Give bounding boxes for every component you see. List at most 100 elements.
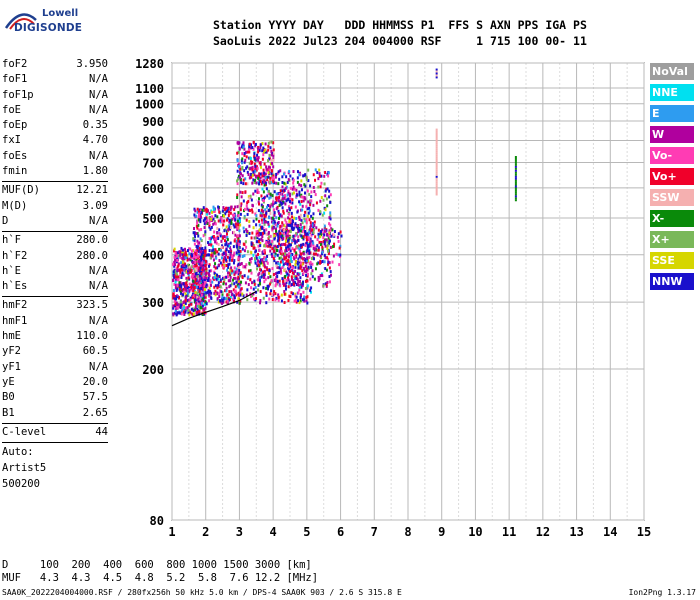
echo-point [329,223,332,227]
echo-point [191,256,194,260]
echo-point [289,295,292,299]
echo-point [195,214,198,218]
echo-point [319,235,322,239]
echo-point [265,187,268,191]
echo-point [213,272,216,276]
echo-point [257,252,260,256]
echo-point [306,295,309,299]
echo-point [275,172,278,176]
echo-point [305,232,308,236]
echo-point [211,280,214,284]
echo-point [195,295,198,299]
echo-point [192,264,195,268]
echo-point [245,245,248,249]
echo-point [214,284,217,288]
echo-point [270,140,273,144]
echo-point [208,225,211,229]
echo-point [235,222,238,226]
echo-point [239,212,242,216]
echo-point [331,228,334,232]
echo-point [179,303,182,307]
echo-point [237,165,240,169]
echo-point [305,273,308,277]
echo-point [263,218,266,222]
param-value: 280.0 [76,234,108,247]
echo-point [218,292,221,296]
echo-point [193,232,196,236]
echo-point [264,142,267,146]
echo-point [287,223,290,227]
echo-point [206,278,209,282]
echo-point [277,182,280,186]
echo-point [274,175,277,179]
echo-point [189,311,192,315]
echo-point [281,185,284,189]
echo-point [230,205,233,209]
echo-point [231,254,234,258]
echo-point [198,287,201,291]
echo-point [250,242,253,246]
param-name: hmE [2,330,21,343]
echo-point [262,168,265,172]
echo-point [235,251,238,255]
echo-point [514,191,517,194]
echo-point [205,291,208,295]
echo-point [254,164,257,168]
echo-point [199,305,202,309]
echo-point [201,297,204,301]
echo-point [258,238,261,242]
echo-point [282,242,285,246]
echo-point [309,201,312,205]
echo-point [314,245,317,249]
echo-point [199,220,202,224]
x-tick-label: 8 [404,525,411,539]
echo-point [201,257,204,261]
echo-point [192,294,195,298]
x-tick-label: 6 [337,525,344,539]
echo-point [271,247,274,251]
echo-point [514,165,517,168]
echo-point [255,240,258,244]
echo-point [314,247,317,251]
echo-point [200,301,203,305]
echo-point [197,210,200,214]
echo-point [308,251,311,255]
echo-point [329,211,332,215]
echo-point [174,254,177,258]
echo-point [246,212,249,216]
x-tick-label: 10 [468,525,482,539]
echo-point [272,293,275,297]
echo-point [204,300,207,304]
echo-point [195,253,198,257]
echo-point [207,242,210,246]
echo-point [200,211,203,215]
echo-point [230,271,233,275]
echo-point [233,259,236,263]
echo-point [193,253,196,257]
echo-point [251,210,254,214]
echo-point [175,295,178,299]
echo-point [263,220,266,224]
echo-point [214,214,217,218]
echo-point [189,258,192,262]
echo-point [290,283,293,287]
echo-point [177,251,180,255]
auto-label: Auto: [2,446,34,459]
echo-point [208,211,211,215]
echo-point [239,271,242,275]
echo-point [236,205,239,209]
echo-point [194,304,197,308]
echo-point [239,291,242,295]
echo-point [306,207,309,211]
echo-point [225,210,228,214]
echo-point [313,277,316,281]
echo-point [225,258,228,262]
param-value: 2.65 [82,406,108,419]
echo-point [174,286,177,290]
echo-point [225,206,228,210]
echo-point [218,232,221,236]
echo-point [178,311,181,315]
echo-point [291,222,294,226]
param-value: 60.5 [82,345,108,358]
param-row: B0 57.5 [2,390,108,405]
